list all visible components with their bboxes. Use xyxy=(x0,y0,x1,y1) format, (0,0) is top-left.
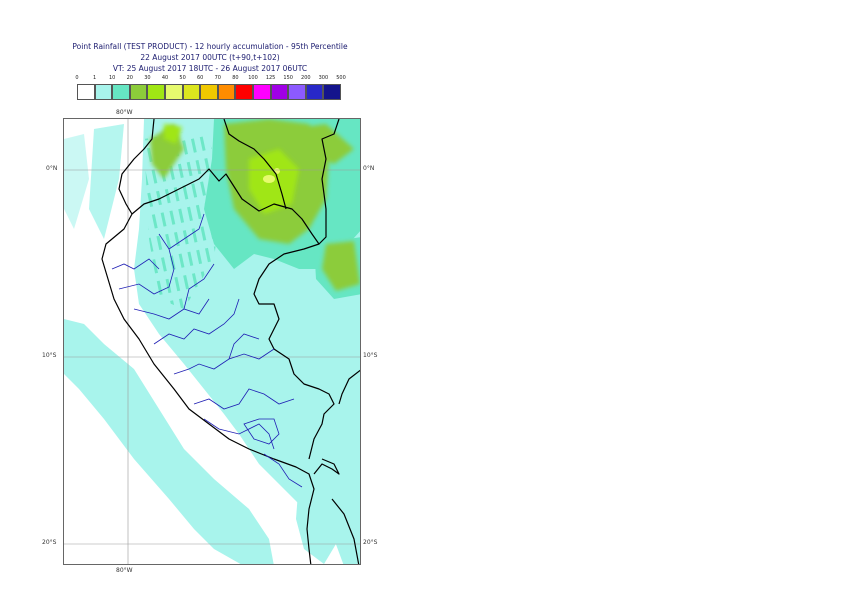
legend-tick-label: 100 xyxy=(248,75,258,81)
legend-swatch xyxy=(182,84,201,100)
legend-tick-label: 20 xyxy=(126,75,133,81)
legend-tick-label: 200 xyxy=(301,75,311,81)
legend-tick-label: 70 xyxy=(214,75,221,81)
legend-swatch xyxy=(129,84,148,100)
legend-swatch xyxy=(147,84,165,100)
legend-tick-label: 125 xyxy=(265,75,276,81)
legend-tick-label: 50 xyxy=(179,75,186,81)
legend-tick-label: 1 xyxy=(93,75,97,81)
latitude-label-right-0n: 0°N xyxy=(363,165,375,172)
legend-swatch xyxy=(305,84,324,100)
run-time: 22 August 2017 00UTC (t+90,t+102) xyxy=(140,53,280,62)
map-title: Point Rainfall (TEST PRODUCT) - 12 hourl… xyxy=(72,42,348,51)
rainfall-map xyxy=(63,118,361,565)
legend-tick-label: 500 xyxy=(336,75,346,81)
latitude-label-right-20s: 20°S xyxy=(363,539,378,546)
legend-swatch xyxy=(77,84,95,100)
latitude-label-left-0n: 0°N xyxy=(46,165,58,172)
regional-boundaries xyxy=(111,213,303,488)
latitude-label-right-10s: 10°S xyxy=(363,352,378,359)
graticule xyxy=(64,119,360,564)
legend-tick-label: 300 xyxy=(318,75,329,81)
latitude-label-left-10s: 10°S xyxy=(42,352,57,359)
legend-swatch xyxy=(235,84,253,100)
legend-tick-label: 10 xyxy=(109,75,116,81)
validity-time: VT: 25 August 2017 18UTC - 26 August 201… xyxy=(112,64,308,73)
legend-swatch xyxy=(253,84,271,100)
country-borders xyxy=(101,119,360,564)
legend-tick-label: 30 xyxy=(144,75,151,81)
legend-tick-label: 80 xyxy=(232,75,239,81)
legend-swatch xyxy=(288,84,306,100)
legend-swatch xyxy=(270,84,289,100)
legend-swatch xyxy=(94,84,113,100)
longitude-label-top: 80°W xyxy=(116,109,133,116)
legend-swatch xyxy=(200,84,218,100)
legend-swatch xyxy=(112,84,130,100)
legend-tick-label: 60 xyxy=(197,75,204,81)
legend-tick-label: 0 xyxy=(75,75,79,81)
latitude-label-left-20s: 20°S xyxy=(42,539,57,546)
legend-swatch xyxy=(217,84,236,100)
longitude-label-bottom: 80°W xyxy=(116,567,133,574)
legend-tick-label: 150 xyxy=(283,75,293,81)
legend-tick-label: 40 xyxy=(161,75,169,81)
legend-swatch xyxy=(165,84,183,100)
rain-band-30-40mm xyxy=(164,124,299,214)
legend-swatch xyxy=(323,84,341,100)
